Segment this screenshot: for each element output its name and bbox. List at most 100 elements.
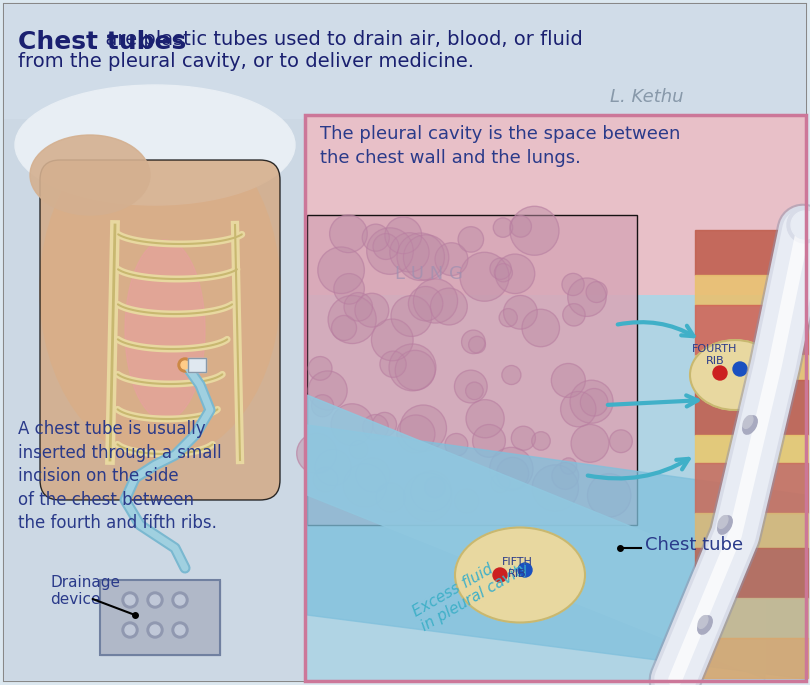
Circle shape <box>408 286 443 321</box>
Ellipse shape <box>15 85 295 205</box>
Circle shape <box>497 458 529 490</box>
Text: A chest tube is usually
inserted through a small
incision on the side
of the che: A chest tube is usually inserted through… <box>18 420 222 532</box>
Circle shape <box>462 330 485 353</box>
Circle shape <box>172 622 188 638</box>
Circle shape <box>490 447 533 490</box>
Circle shape <box>147 622 163 638</box>
Polygon shape <box>307 395 765 679</box>
Circle shape <box>510 216 531 237</box>
Circle shape <box>356 458 390 492</box>
Bar <box>695 435 808 463</box>
Circle shape <box>491 473 509 493</box>
Circle shape <box>552 462 578 489</box>
Bar <box>695 230 808 275</box>
Polygon shape <box>307 425 805 679</box>
Circle shape <box>376 483 405 512</box>
Bar <box>4 119 312 681</box>
Circle shape <box>522 309 560 347</box>
Circle shape <box>363 414 388 440</box>
Circle shape <box>563 303 585 326</box>
Circle shape <box>424 477 446 497</box>
Circle shape <box>469 336 485 353</box>
Circle shape <box>733 362 747 376</box>
Circle shape <box>181 361 189 369</box>
Circle shape <box>493 568 507 582</box>
Circle shape <box>454 370 487 403</box>
Text: FIFTH
RIB: FIFTH RIB <box>501 557 532 580</box>
Circle shape <box>390 233 429 272</box>
Text: Drainage
device: Drainage device <box>50 575 120 608</box>
FancyBboxPatch shape <box>307 215 637 525</box>
Circle shape <box>466 399 504 438</box>
Circle shape <box>343 464 386 507</box>
Circle shape <box>313 467 338 492</box>
Circle shape <box>400 405 446 451</box>
Ellipse shape <box>30 135 150 215</box>
Bar <box>695 638 808 678</box>
Circle shape <box>373 412 397 436</box>
Circle shape <box>403 235 449 280</box>
Circle shape <box>331 403 373 446</box>
Circle shape <box>552 364 586 397</box>
Circle shape <box>499 308 518 327</box>
Bar <box>695 305 808 355</box>
Circle shape <box>175 595 185 605</box>
Circle shape <box>328 295 376 344</box>
Bar <box>695 380 808 435</box>
Ellipse shape <box>125 240 205 420</box>
Circle shape <box>125 625 135 635</box>
Circle shape <box>460 252 509 301</box>
Circle shape <box>531 432 550 450</box>
Circle shape <box>466 382 484 399</box>
Bar <box>100 580 220 655</box>
Circle shape <box>472 425 505 458</box>
Circle shape <box>586 282 607 303</box>
Circle shape <box>150 595 160 605</box>
Ellipse shape <box>698 616 708 628</box>
Text: Chest tube: Chest tube <box>645 536 743 554</box>
Circle shape <box>518 563 532 577</box>
Ellipse shape <box>743 416 757 434</box>
Circle shape <box>495 254 535 294</box>
Circle shape <box>122 592 138 608</box>
Circle shape <box>362 224 390 251</box>
Circle shape <box>568 278 606 316</box>
Bar <box>100 580 220 655</box>
Ellipse shape <box>697 616 712 634</box>
Bar <box>305 295 806 681</box>
Circle shape <box>125 595 135 605</box>
Circle shape <box>395 350 435 390</box>
Text: The pleural cavity is the space between
the chest wall and the lungs.: The pleural cavity is the space between … <box>320 125 680 166</box>
Circle shape <box>344 292 373 321</box>
Circle shape <box>349 440 368 459</box>
Circle shape <box>308 371 347 410</box>
Circle shape <box>502 366 521 384</box>
Bar <box>695 355 808 380</box>
Circle shape <box>713 366 727 380</box>
Ellipse shape <box>690 340 780 410</box>
Circle shape <box>493 218 513 237</box>
Circle shape <box>430 288 467 325</box>
Bar <box>695 548 808 598</box>
Bar <box>188 358 206 372</box>
Circle shape <box>315 449 352 486</box>
Text: Chest tubes: Chest tubes <box>18 30 186 54</box>
Circle shape <box>385 217 422 253</box>
Circle shape <box>309 356 332 380</box>
Circle shape <box>372 319 413 361</box>
Text: are plastic tubes used to drain air, blood, or fluid
from the pleural cavity, or: are plastic tubes used to drain air, blo… <box>18 30 582 71</box>
Ellipse shape <box>718 516 728 528</box>
Circle shape <box>581 388 608 416</box>
Circle shape <box>571 425 609 462</box>
Bar <box>188 358 206 372</box>
Bar <box>695 598 808 638</box>
Circle shape <box>391 296 432 336</box>
Circle shape <box>122 622 138 638</box>
Circle shape <box>367 228 413 274</box>
Circle shape <box>373 234 399 260</box>
Circle shape <box>504 295 537 329</box>
Circle shape <box>411 471 451 512</box>
Bar <box>305 115 806 395</box>
Circle shape <box>511 426 535 450</box>
Circle shape <box>561 458 577 474</box>
